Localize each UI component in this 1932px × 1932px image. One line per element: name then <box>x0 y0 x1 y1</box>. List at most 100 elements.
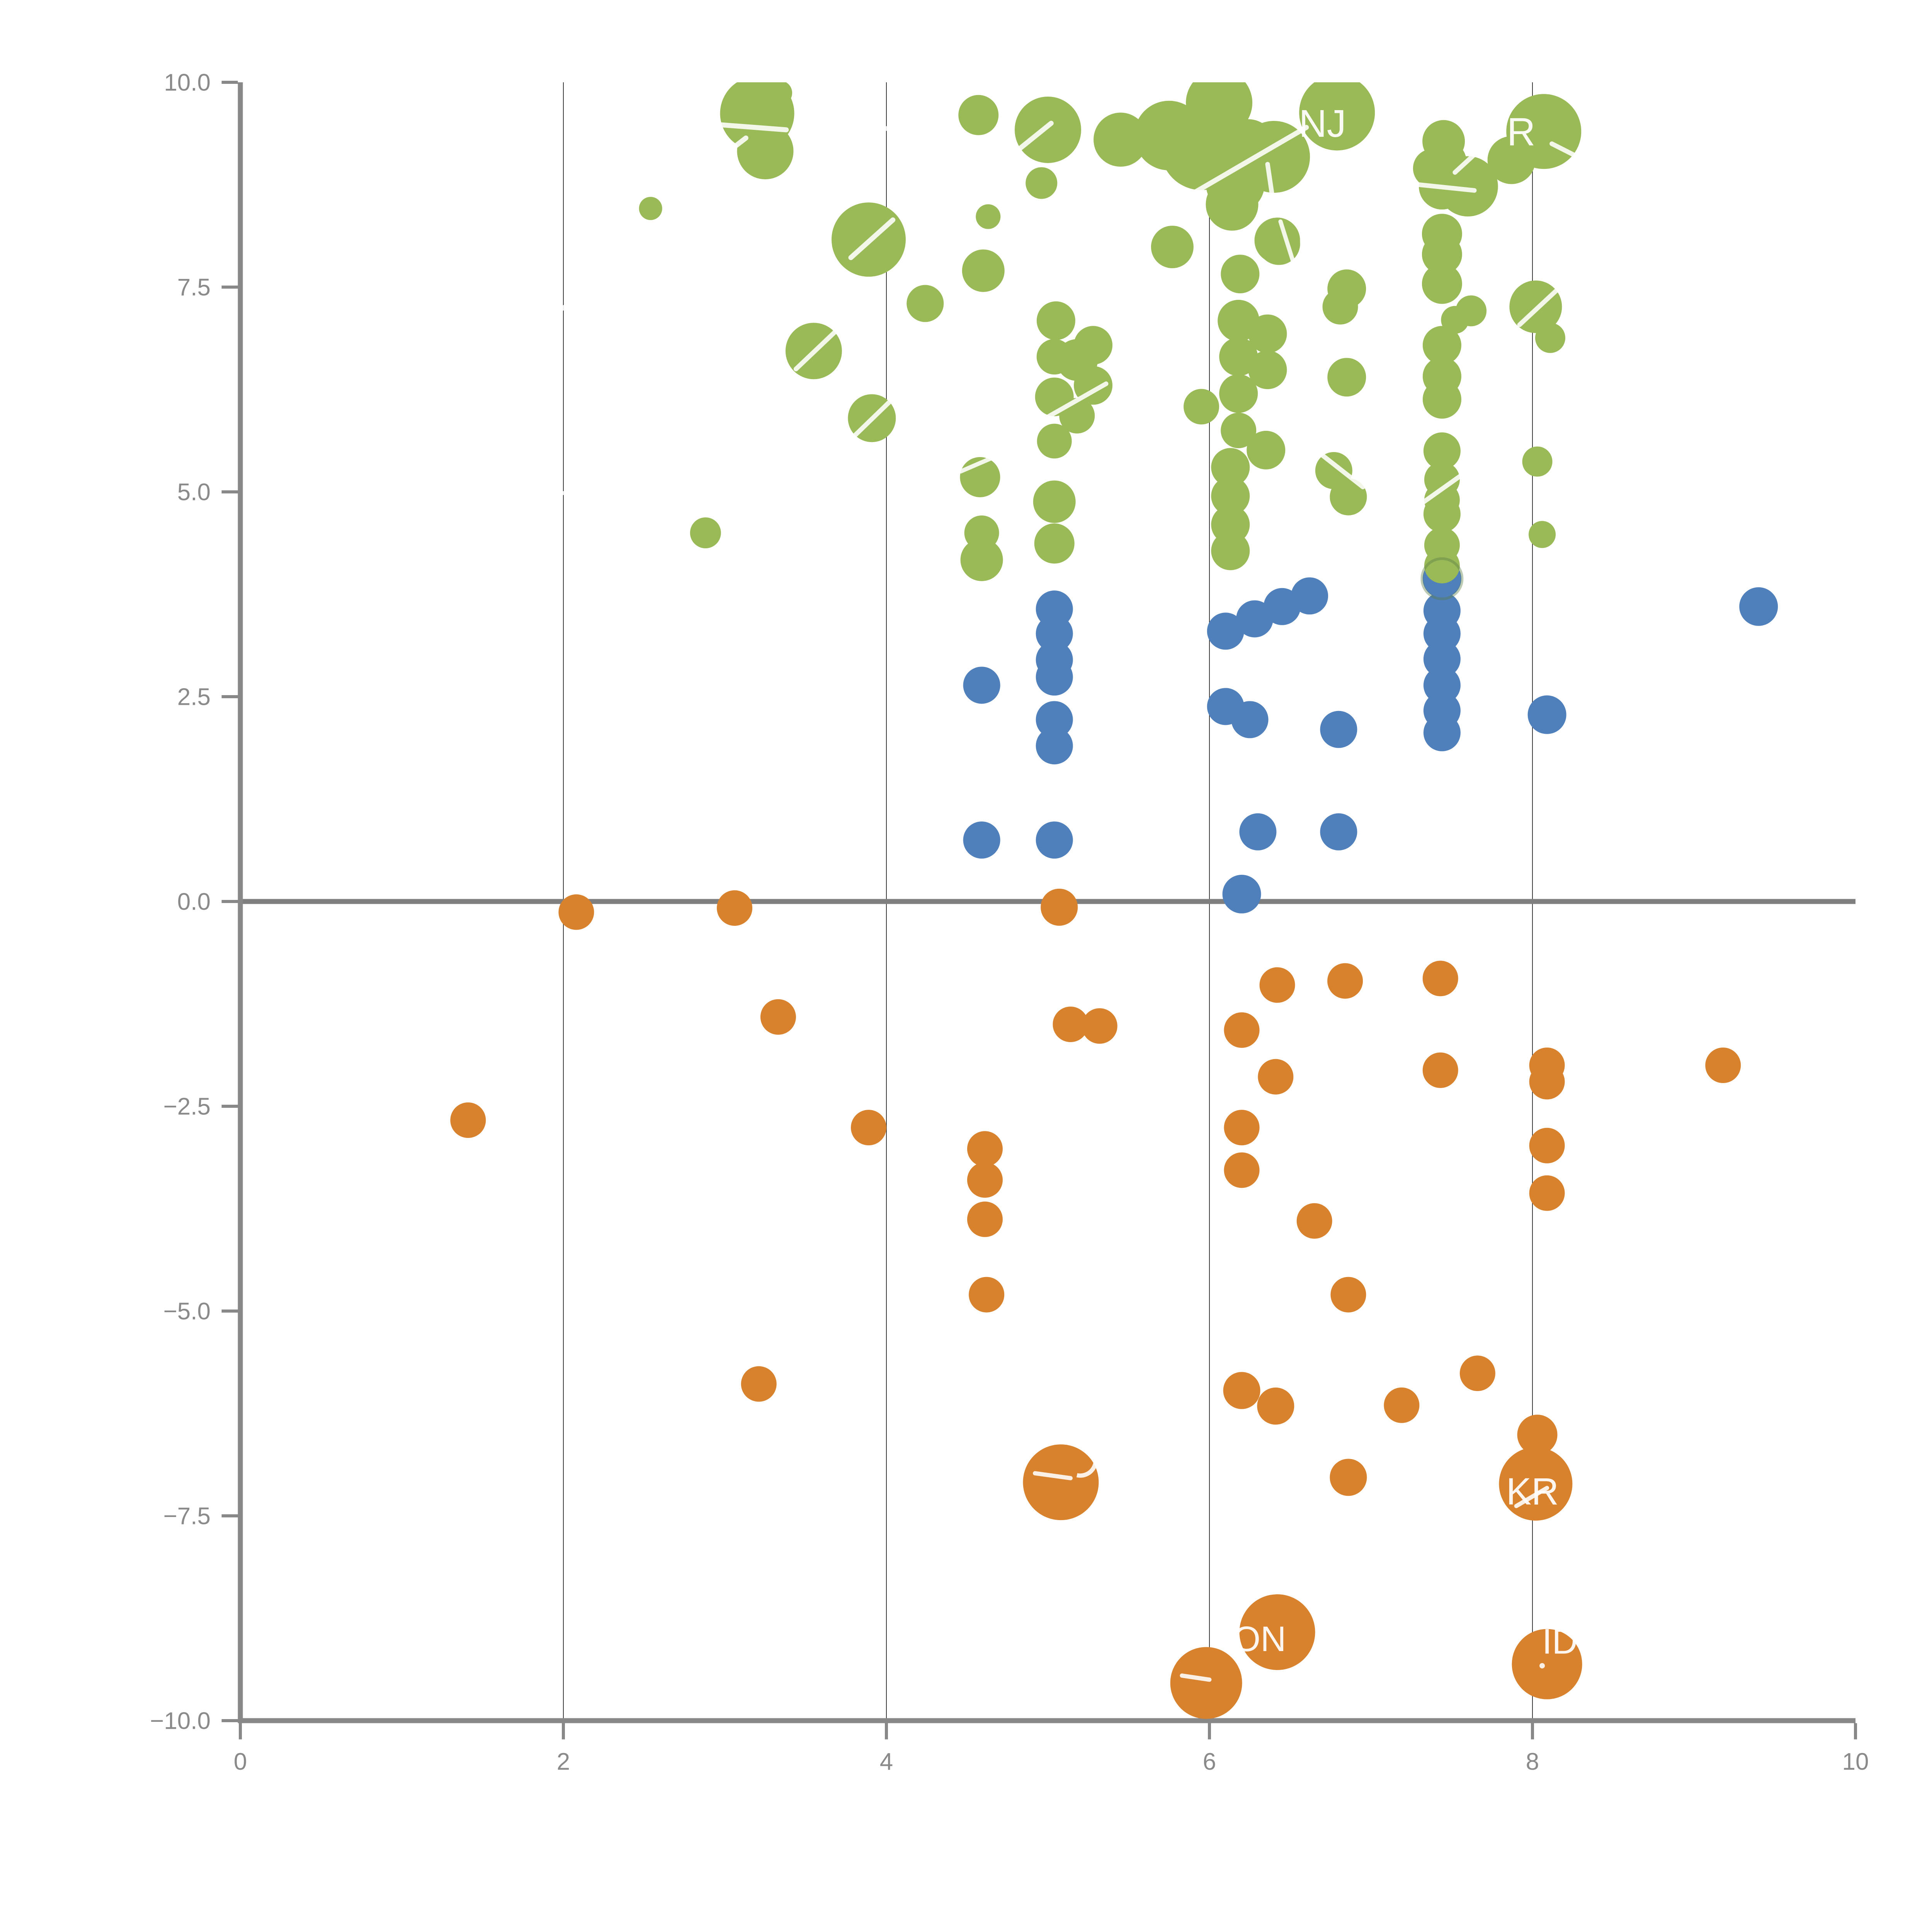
data-point-orange <box>1053 1007 1088 1042</box>
data-point-orange <box>1330 1277 1366 1313</box>
data-point-orange <box>760 999 796 1035</box>
data-point-green <box>1535 323 1565 353</box>
data-point-orange <box>1459 1355 1495 1391</box>
white-arc-fragment <box>1160 1640 1194 1674</box>
data-point-blue <box>1527 695 1566 734</box>
data-point-blue <box>1036 701 1073 738</box>
data-point-orange <box>1422 961 1458 997</box>
data-point-orange <box>1170 1647 1242 1719</box>
data-point-green <box>1036 301 1075 340</box>
data-point-orange <box>851 1110 887 1146</box>
data-point-orange <box>1082 1008 1117 1044</box>
data-point-green <box>767 82 793 105</box>
data-point-orange <box>717 890 753 926</box>
bubble-label-r: R <box>1507 110 1536 154</box>
data-point-green <box>1015 96 1081 163</box>
data-point-green <box>1487 136 1536 184</box>
data-point-green <box>906 285 944 322</box>
x-tick-label: 6 <box>1203 1748 1216 1775</box>
white-text-fragment <box>1173 125 1309 206</box>
data-point-green <box>1529 521 1556 548</box>
data-point-blue <box>1207 612 1244 650</box>
data-point-blue <box>1239 813 1277 850</box>
data-point-blue <box>1423 615 1461 652</box>
white-text-fragment <box>1401 180 1477 193</box>
data-point-blue <box>1423 714 1461 752</box>
data-point-green <box>1247 430 1286 469</box>
data-point-green <box>1424 548 1460 583</box>
data-point-orange <box>1023 1444 1099 1520</box>
data-point-orange <box>1239 1594 1315 1670</box>
data-point-orange <box>967 1131 1003 1167</box>
white-text-fragment <box>1452 139 1492 175</box>
data-point-green <box>1423 432 1461 469</box>
data-point-green <box>1322 289 1358 325</box>
x-tick-label: 8 <box>1526 1748 1539 1775</box>
y-tick-label: −2.5 <box>163 1094 211 1120</box>
data-point-green <box>1423 495 1461 533</box>
data-point-green <box>958 95 999 135</box>
data-point-orange <box>1529 1128 1565 1163</box>
data-point-green <box>1026 167 1058 199</box>
data-point-green <box>1221 413 1257 448</box>
data-point-green <box>1422 264 1462 304</box>
data-point-green <box>1074 326 1113 365</box>
white-text-fragment <box>1549 141 1600 169</box>
data-point-green <box>1211 448 1250 487</box>
data-point-orange <box>1223 1372 1260 1409</box>
x-tick-label: 2 <box>557 1748 570 1775</box>
white-text-fragment <box>545 289 592 321</box>
white-text-fragment <box>1013 121 1054 155</box>
data-point-blue <box>963 667 1000 704</box>
y-tick-label: −7.5 <box>163 1503 211 1530</box>
data-point-green <box>1422 326 1461 365</box>
data-point-orange <box>1041 888 1078 926</box>
data-point-orange <box>1517 1415 1558 1455</box>
overlap-ring <box>1420 557 1464 600</box>
data-point-orange <box>969 1277 1005 1313</box>
data-point-blue <box>1291 577 1328 615</box>
x-tick-label: 4 <box>880 1748 893 1775</box>
white-text-fragment <box>1417 468 1470 507</box>
data-point-orange <box>1296 1203 1332 1239</box>
bubble-label-on: ON <box>1233 1619 1286 1659</box>
data-point-orange <box>741 1366 777 1402</box>
data-point-orange <box>1258 1059 1294 1095</box>
y-tick-label: 7.5 <box>177 274 211 301</box>
y-tick-label: 10.0 <box>164 70 211 96</box>
data-point-green <box>1219 374 1258 413</box>
data-point-green <box>1033 480 1076 523</box>
data-point-orange <box>558 894 594 930</box>
data-point-orange <box>1384 1387 1420 1423</box>
data-point-green <box>1327 358 1366 397</box>
data-point-orange <box>1499 1447 1573 1521</box>
data-point-green <box>1248 350 1287 389</box>
white-dot-fragment <box>1539 1663 1545 1668</box>
data-point-green <box>1211 531 1250 570</box>
white-arc-fragment <box>1063 1442 1098 1478</box>
data-point-green <box>1248 314 1287 353</box>
data-point-green <box>1206 178 1259 231</box>
data-point-blue <box>1222 874 1261 913</box>
data-point-green <box>1037 423 1072 459</box>
data-points <box>450 82 1778 1719</box>
data-point-blue <box>1739 587 1778 626</box>
data-point-orange <box>1224 1012 1260 1048</box>
data-point-orange <box>1422 1052 1458 1088</box>
white-text-fragment <box>1278 219 1296 265</box>
series-class-green <box>639 82 1582 583</box>
bubble-label-id: ID <box>1542 1622 1578 1662</box>
data-point-blue <box>1036 658 1073 696</box>
data-point-green <box>1221 255 1260 294</box>
data-point-green <box>1522 446 1553 477</box>
white-text-fragment <box>1514 1486 1549 1509</box>
data-point-green <box>962 249 1005 292</box>
data-point-green <box>639 197 662 220</box>
data-point-green <box>1151 226 1194 269</box>
data-point-blue <box>1036 727 1073 765</box>
data-point-green <box>737 123 794 180</box>
data-point-blue <box>963 821 1000 859</box>
white-text-fragment <box>550 487 598 497</box>
